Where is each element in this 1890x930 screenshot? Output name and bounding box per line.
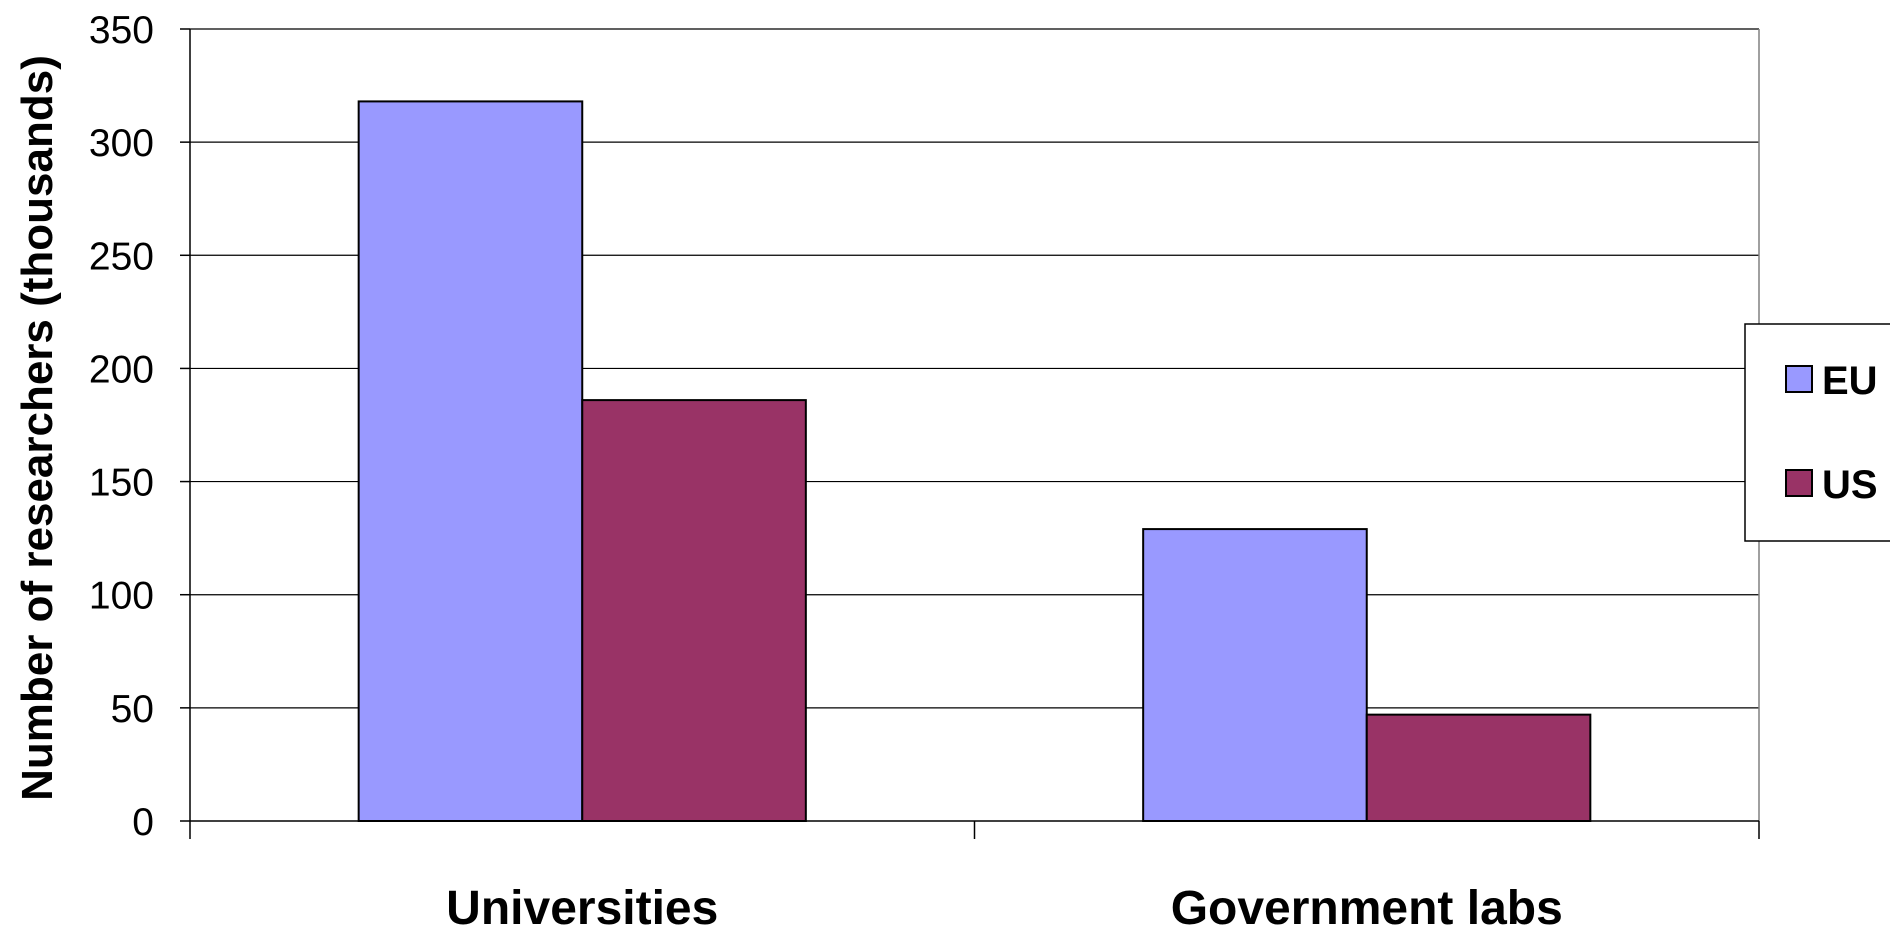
y-tick-labels: 0 50 100 150 200 250 300 350: [89, 9, 154, 844]
y-tick-label: 300: [89, 122, 154, 165]
y-tick-label: 250: [89, 235, 154, 278]
y-axis-title: Number of researchers (thousands): [13, 55, 62, 801]
x-category-labels: Universities Government labs: [446, 882, 1563, 930]
y-tick-label: 100: [89, 575, 154, 618]
bars: [357, 100, 1592, 822]
legend-label-eu: EU: [1822, 359, 1878, 403]
axes: [180, 28, 1760, 839]
legend-items: EU US: [1785, 359, 1878, 507]
legend-box: [1744, 323, 1890, 542]
x-category-label: Government labs: [1171, 882, 1563, 930]
bar-eu-0: [357, 100, 584, 822]
y-tick-label: 350: [89, 9, 154, 52]
legend-swatch-us: [1785, 469, 1813, 497]
y-tick-label: 150: [89, 462, 154, 505]
legend: EU US: [1744, 323, 1890, 542]
y-tick-label: 0: [132, 801, 154, 844]
bar-eu-1: [1142, 528, 1368, 822]
legend-swatch-eu: [1785, 365, 1813, 393]
bar-us-1: [1365, 713, 1592, 822]
bar-us-0: [581, 399, 807, 822]
legend-label-us: US: [1822, 463, 1878, 507]
y-tick-label: 50: [111, 688, 154, 731]
y-tick-label: 200: [89, 348, 154, 391]
x-category-label: Universities: [446, 882, 718, 930]
